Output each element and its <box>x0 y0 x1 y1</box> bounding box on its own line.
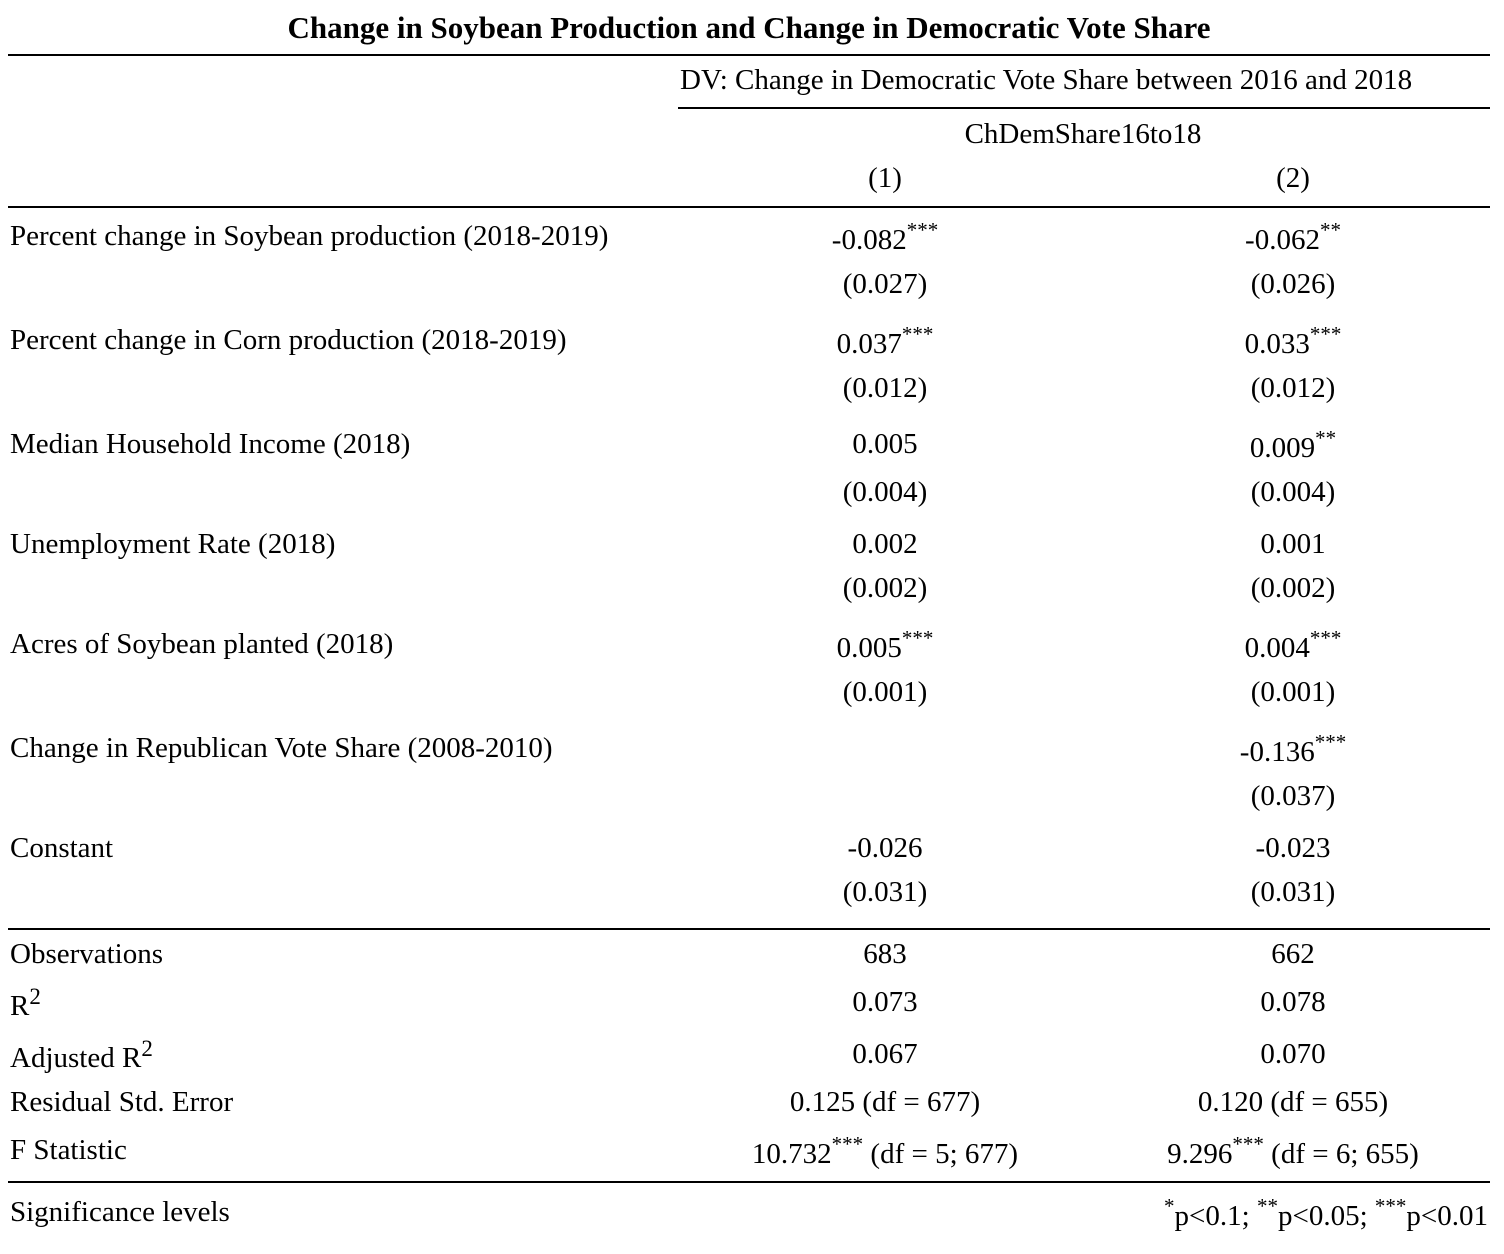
dv-header: DV: Change in Democratic Vote Share betw… <box>680 64 1413 96</box>
adj-r2-c1: 0.067 <box>852 1038 918 1070</box>
adj-r2-c2: 0.070 <box>1260 1038 1326 1070</box>
se-cell: (0.026) <box>1250 268 1336 300</box>
row-label: Constant <box>10 832 114 864</box>
coef-cell: 0.005*** <box>836 626 934 665</box>
se-cell: (0.027) <box>842 268 928 300</box>
f-stat-label: F Statistic <box>10 1134 127 1166</box>
observations-c1: 683 <box>863 938 907 970</box>
dv-rule <box>678 107 1490 109</box>
rse-c2: 0.120 (df = 655) <box>1197 1086 1389 1118</box>
se-cell: (0.002) <box>842 572 928 604</box>
coef-cell: -0.082*** <box>831 218 939 257</box>
coef-cell: 0.004*** <box>1244 626 1342 665</box>
depvar-header: ChDemShare16to18 <box>964 118 1202 150</box>
header-rule <box>8 206 1490 208</box>
coef-cell: -0.136*** <box>1239 730 1347 769</box>
se-cell: (0.031) <box>842 876 928 908</box>
coef-cell: -0.023 <box>1255 832 1331 864</box>
r2-c1: 0.073 <box>852 986 918 1018</box>
col2-header: (2) <box>1276 162 1310 194</box>
se-cell: (0.001) <box>842 676 928 708</box>
coef-cell: 0.002 <box>852 528 918 560</box>
se-cell: (0.002) <box>1250 572 1336 604</box>
row-label: Acres of Soybean planted (2018) <box>10 628 394 660</box>
coef-cell: 0.001 <box>1260 528 1326 560</box>
coef-cell: 0.005 <box>852 428 918 460</box>
se-cell: (0.004) <box>842 476 928 508</box>
row-label: Change in Republican Vote Share (2008-20… <box>10 732 553 764</box>
r2-label: R2 <box>10 984 41 1022</box>
table-title: Change in Soybean Production and Change … <box>287 10 1211 45</box>
se-cell: (0.012) <box>1250 372 1336 404</box>
row-label: Median Household Income (2018) <box>10 428 411 460</box>
col1-header: (1) <box>868 162 902 194</box>
se-cell: (0.031) <box>1250 876 1336 908</box>
row-label: Percent change in Corn production (2018-… <box>10 324 567 356</box>
observations-label: Observations <box>10 938 164 970</box>
coef-cell: -0.062** <box>1245 218 1341 257</box>
adj-r2-label: Adjusted R2 <box>10 1036 153 1074</box>
significance-levels: *p<0.1; **p<0.05; ***p<0.01 <box>1164 1194 1488 1233</box>
f-stat-c1: 10.732*** (df = 5; 677) <box>751 1132 1019 1171</box>
r2-c2: 0.078 <box>1260 986 1326 1018</box>
coef-cell: 0.033*** <box>1244 322 1342 361</box>
row-label: Percent change in Soybean production (20… <box>10 220 609 252</box>
coef-cell: 0.037*** <box>836 322 934 361</box>
bottom-rule <box>8 1181 1490 1183</box>
stats-rule <box>8 928 1490 930</box>
se-cell: (0.001) <box>1250 676 1336 708</box>
se-cell: (0.037) <box>1250 780 1336 812</box>
se-cell: (0.004) <box>1250 476 1336 508</box>
rse-label: Residual Std. Error <box>10 1086 234 1118</box>
se-cell: (0.012) <box>842 372 928 404</box>
rse-c1: 0.125 (df = 677) <box>789 1086 981 1118</box>
f-stat-c2: 9.296*** (df = 6; 655) <box>1167 1132 1419 1171</box>
top-rule <box>8 54 1490 56</box>
coef-cell: 0.009** <box>1249 426 1337 465</box>
significance-label: Significance levels <box>10 1196 230 1228</box>
coef-cell: -0.026 <box>847 832 923 864</box>
row-label: Unemployment Rate (2018) <box>10 528 336 560</box>
observations-c2: 662 <box>1271 938 1315 970</box>
